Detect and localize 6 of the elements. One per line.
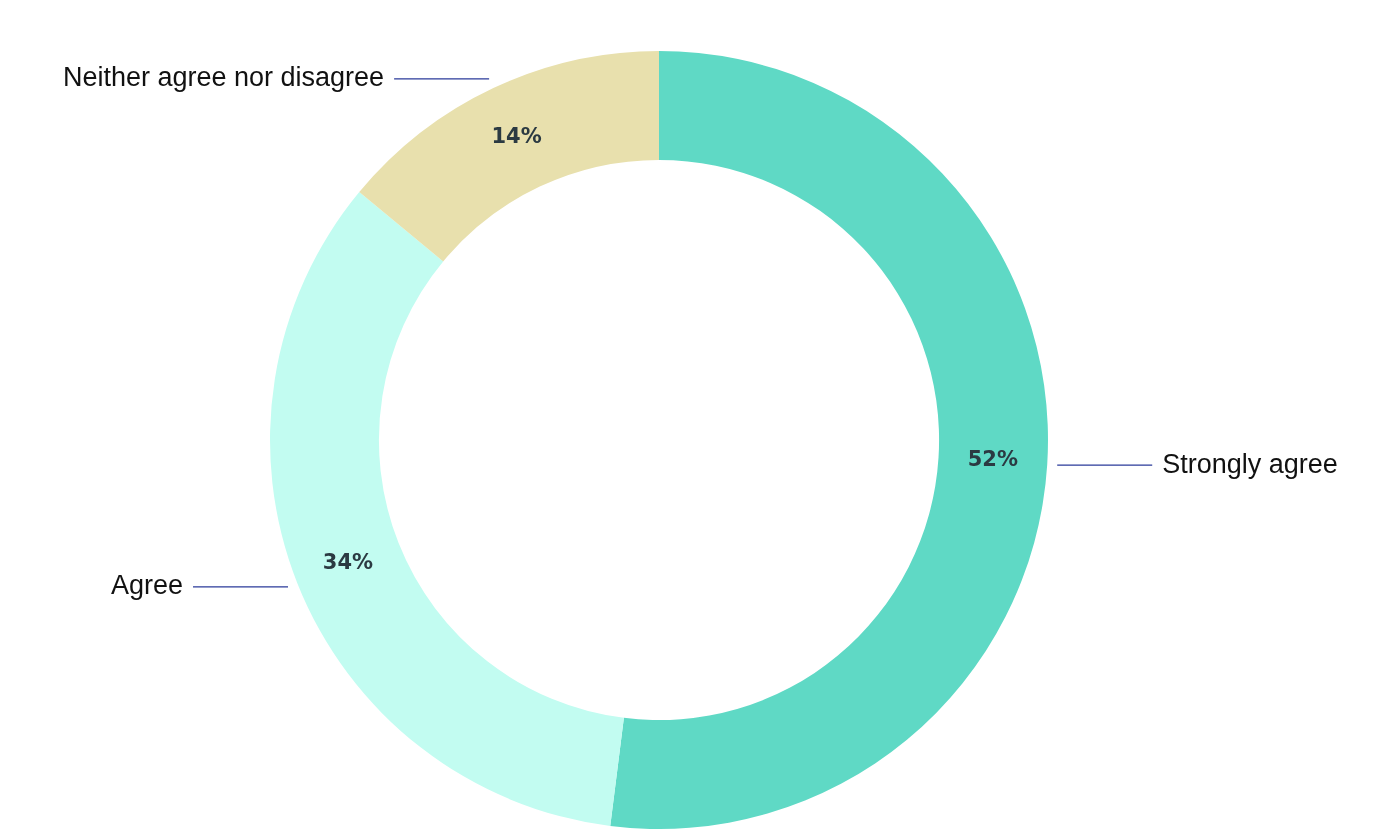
data-label: 14% [491,123,542,148]
slice-label: Strongly agree [1162,448,1338,479]
slice-label: Agree [110,570,184,601]
data-label: 52% [967,447,1019,472]
data-label: 34% [322,549,374,574]
slice-label: Neither agree nor disagree [62,62,385,93]
